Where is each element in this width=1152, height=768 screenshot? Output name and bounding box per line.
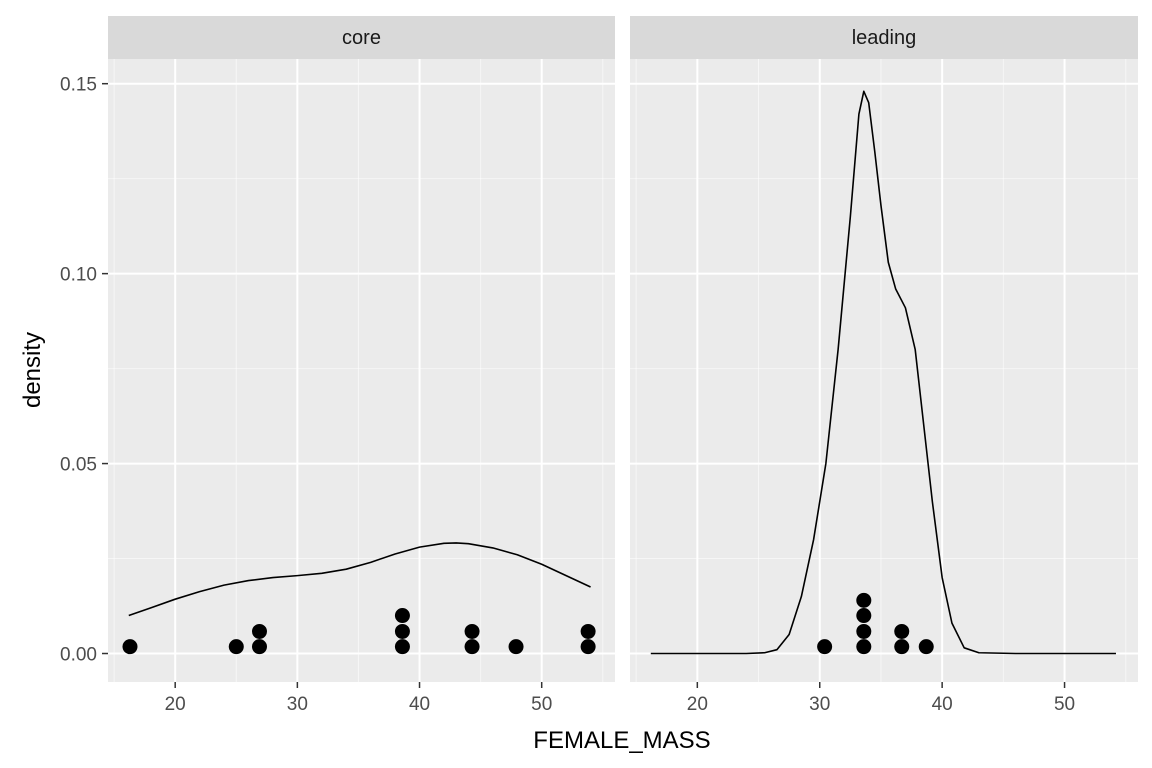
strip-leading-label: leading [852,27,917,49]
y-axis: 0.00 0.05 0.10 0.15 [60,75,108,666]
data-point-leading [894,623,910,639]
panel-core-background [108,59,615,682]
y-tick-label: 0.10 [60,265,97,286]
strip-core-background [108,16,615,59]
panel-group-core: core [108,16,615,682]
data-point-core [394,639,410,655]
density-curve-leading [650,90,1116,655]
data-point-core [251,623,267,639]
data-point-leading [856,592,872,608]
data-point-core [394,608,410,624]
data-point-core [228,639,244,655]
density-curve-core [128,542,591,617]
panel-leading [630,59,1138,682]
data-point-core [394,623,410,639]
strip-core-label: core [342,27,381,49]
data-point-leading [918,639,934,655]
panel-group-leading: leading [630,16,1138,682]
x-tick-label: 50 [1054,694,1075,715]
data-point-core [251,639,267,655]
data-point-core [464,639,480,655]
data-point-leading [856,608,872,624]
x-tick-label: 30 [809,694,830,715]
x-tick-label: 50 [531,694,552,715]
x-tick-label: 40 [409,694,430,715]
x-axis-title: FEMALE_MASS [533,727,710,754]
data-point-core [464,623,480,639]
x-tick-label: 20 [165,694,186,715]
data-point-leading [856,639,872,655]
panel-leading-background [630,59,1138,682]
data-point-core [580,623,596,639]
panel-core [108,59,615,682]
y-tick-label: 0.05 [60,455,97,476]
x-tick-label: 20 [687,694,708,715]
x-tick-label: 30 [287,694,308,715]
data-point-leading [856,623,872,639]
x-axis-leading: 20 30 40 50 [687,682,1075,715]
data-point-core [122,639,138,655]
x-axis-core: 20 30 40 50 [165,682,552,715]
y-tick-label: 0.15 [60,75,97,96]
x-tick-label: 40 [932,694,953,715]
strip-leading-background [630,16,1138,59]
y-axis-title: density [19,332,46,408]
data-point-leading [817,639,833,655]
data-point-core [580,639,596,655]
data-point-leading [894,639,910,655]
data-point-core [508,639,524,655]
y-tick-label: 0.00 [60,645,97,666]
